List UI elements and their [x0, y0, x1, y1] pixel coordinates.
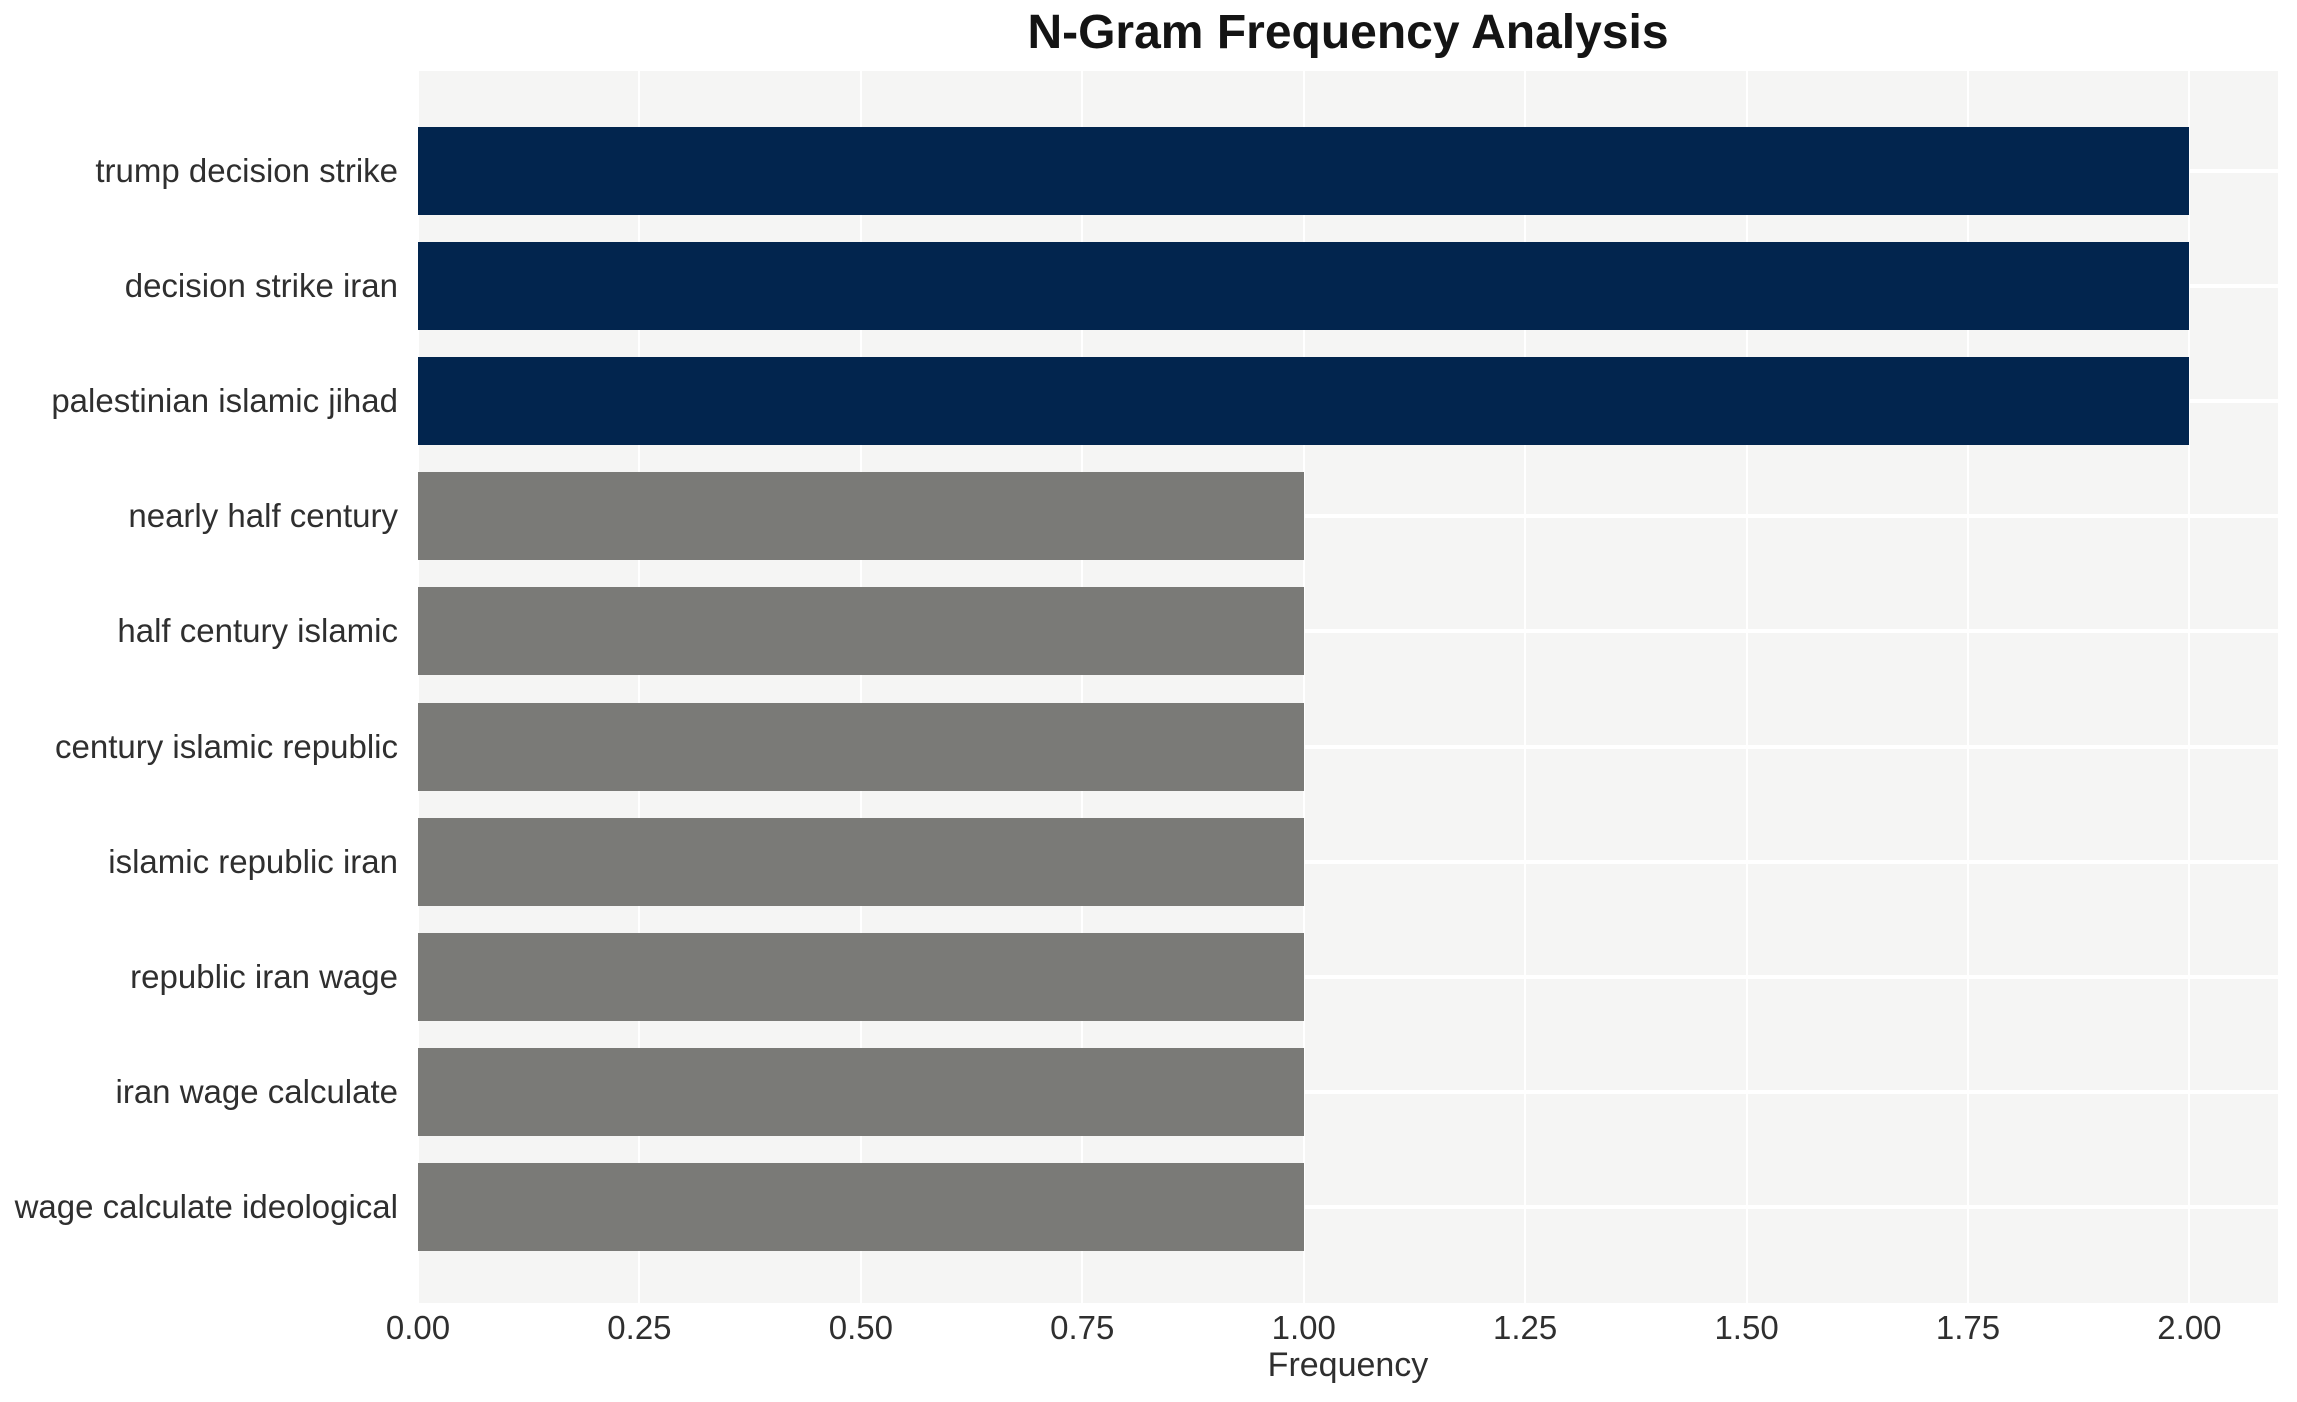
x-tick-label: 1.00 [1271, 1309, 1336, 1346]
y-gridline [418, 1205, 2278, 1210]
category-label: trump decision strike [95, 151, 398, 189]
x-gridline [417, 71, 419, 1303]
y-gridline [418, 744, 2278, 749]
bar [418, 933, 1304, 1021]
x-gridline [1745, 71, 1748, 1303]
x-gridline [859, 71, 862, 1303]
chart-title: N-Gram Frequency Analysis [1027, 6, 1669, 59]
x-gridline [1966, 71, 1969, 1303]
y-gridline [418, 975, 2278, 979]
category-label: wage calculate ideological [14, 1188, 398, 1226]
x-gridline [638, 71, 641, 1303]
bar [418, 357, 2190, 445]
bar [418, 1163, 1304, 1252]
bar [418, 702, 1304, 791]
y-gridline [418, 1090, 2278, 1095]
x-tick-label: 1.50 [1714, 1309, 1779, 1346]
x-tick-label: 1.75 [1935, 1309, 2001, 1346]
bar [418, 241, 2190, 330]
y-gridline [418, 859, 2278, 864]
x-tick-label: 0.00 [385, 1309, 451, 1346]
category-label: nearly half century [128, 497, 398, 535]
x-tick-label: 2.00 [2157, 1309, 2222, 1346]
category-label: republic iran wage [130, 958, 398, 995]
bar [418, 587, 1304, 676]
x-tick-label: 0.75 [1050, 1309, 1115, 1346]
x-gridline [1524, 71, 1527, 1303]
category-label: century islamic republic [55, 727, 398, 765]
bar [418, 1048, 1304, 1137]
x-axis: 0.00 0.25 0.50 0.75 1.00 1.25 1.50 1.75 2.00 [386, 1309, 2278, 1351]
x-gridline [1081, 71, 1084, 1303]
plot-area [417, 71, 2278, 1303]
x-tick-label: 1.25 [1493, 1309, 1558, 1346]
bar [418, 126, 2190, 215]
category-label: half century islamic [117, 612, 398, 650]
x-axis-label: Frequency [1267, 1346, 1429, 1384]
category-label: iran wage calculate [115, 1073, 399, 1111]
y-gridline [418, 629, 2278, 634]
x-tick-label: 0.25 [607, 1309, 672, 1346]
y-axis-labels: trump decision strike decision strike ira… [0, 71, 398, 1303]
category-label: islamic republic iran [108, 842, 398, 880]
bar [418, 472, 1304, 561]
category-label: palestinian islamic jihad [51, 382, 398, 419]
category-label: decision strike iran [124, 266, 398, 304]
x-gridline [2188, 71, 2191, 1303]
bar [418, 817, 1304, 906]
y-gridline [418, 514, 2278, 519]
x-gridline [1302, 71, 1305, 1303]
x-tick-label: 0.50 [828, 1309, 893, 1346]
